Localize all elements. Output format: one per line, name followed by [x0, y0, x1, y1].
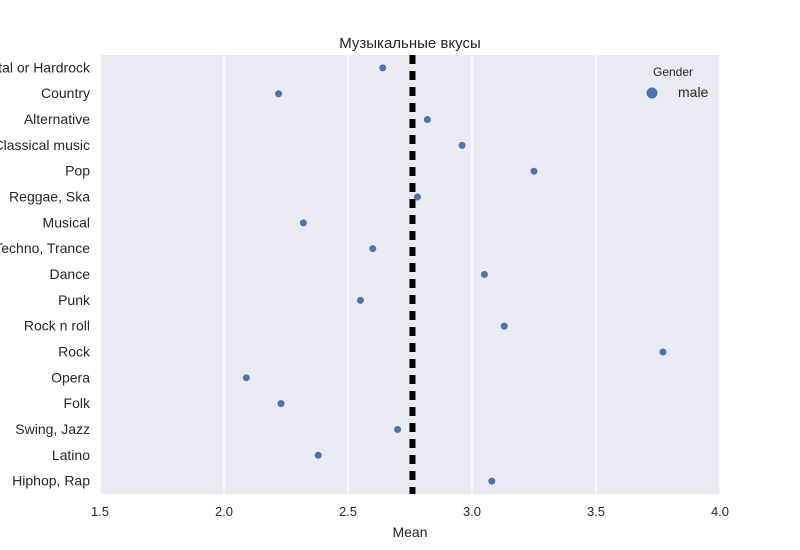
y-tick-label: Alternative [24, 111, 90, 127]
data-point [277, 400, 285, 408]
data-point [394, 425, 402, 433]
y-tick-label: Hiphop, Rap [12, 473, 90, 489]
y-tick-labels: Metal or Hardrock Country Alternative Class… [0, 59, 91, 488]
y-tick-label: Classical music [0, 137, 90, 153]
x-axis-label: Mean [392, 524, 427, 540]
plot-area [100, 55, 720, 494]
y-tick-label: Metal or Hardrock [0, 59, 91, 75]
data-point [379, 64, 387, 72]
data-point [356, 296, 364, 304]
data-point [480, 271, 488, 278]
x-tick-label: 3.0 [463, 504, 481, 519]
y-tick-label: Rock [58, 343, 91, 359]
y-tick-label: Opera [51, 369, 90, 385]
data-point [423, 116, 431, 124]
y-tick-label: Folk [64, 395, 91, 411]
legend-label-male: male [678, 84, 709, 100]
y-tick-label: Punk [58, 292, 91, 308]
y-tick-label: Pop [65, 163, 90, 179]
y-tick-label: Country [41, 85, 90, 101]
data-point [458, 141, 466, 149]
y-tick-label: Musical [43, 214, 90, 230]
data-point [530, 167, 538, 175]
data-point [314, 451, 322, 459]
chart-title: Музыкальные вкусы [339, 35, 481, 52]
x-tick-label: 3.5 [587, 504, 605, 519]
data-point [488, 477, 496, 485]
y-tick-label: Latino [52, 447, 90, 463]
x-tick-label: 2.0 [215, 504, 233, 519]
x-tick-labels: 1.5 2.0 2.5 3.0 3.5 4.0 [91, 504, 729, 519]
x-tick-label: 1.5 [91, 504, 109, 519]
data-points [242, 64, 667, 485]
x-tick-label: 4.0 [711, 504, 729, 519]
y-tick-label: Reggae, Ska [9, 189, 90, 205]
data-point [299, 219, 307, 227]
data-point [369, 245, 377, 253]
data-point [500, 322, 508, 330]
gridlines [99, 55, 721, 494]
y-tick-label: Rock n roll [24, 318, 90, 334]
legend-marker-male [646, 87, 658, 99]
x-tick-label: 2.5 [339, 504, 357, 519]
data-point [413, 193, 421, 201]
y-tick-label: Dance [50, 266, 91, 282]
y-tick-label: Swing, Jazz [15, 421, 90, 437]
data-point [659, 348, 667, 356]
data-point [242, 374, 250, 382]
legend-title: Gender [653, 65, 693, 79]
y-tick-label: Techno, Trance [0, 240, 90, 256]
legend: Gender male [646, 65, 709, 100]
data-point [275, 90, 283, 98]
